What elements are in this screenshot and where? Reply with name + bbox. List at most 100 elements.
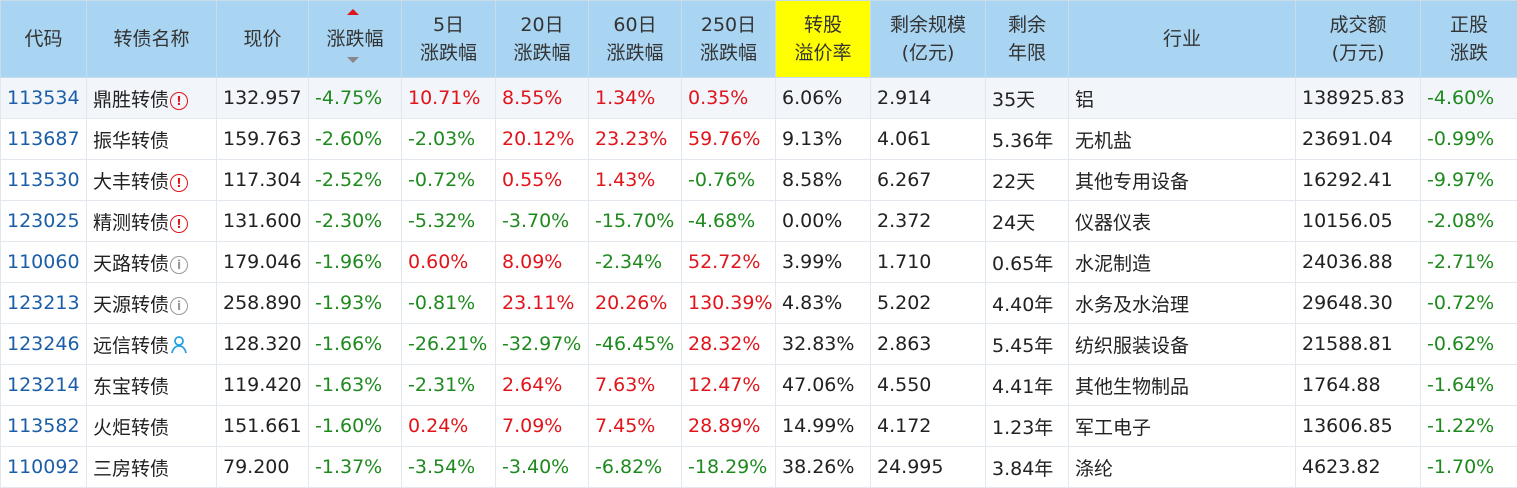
column-header[interactable]: 60日涨跌幅 [589,1,682,78]
column-header[interactable]: 剩余年限 [986,1,1069,78]
bond-code[interactable]: 123025 [7,210,80,232]
cell-text: 鼎胜转债 [93,89,169,111]
bond-code[interactable]: 123246 [7,333,80,355]
cell: -4.68% [682,201,776,242]
cell: -0.72% [402,160,496,201]
cell: 179.046 [217,242,309,283]
cell-text: 47.06% [782,374,854,396]
cell: 2.372 [871,201,986,242]
sort-asc[interactable] [347,9,359,15]
bond-code[interactable]: 123213 [7,292,80,314]
column-header[interactable]: 250日涨跌幅 [682,1,776,78]
cell: 10.71% [402,78,496,119]
cell-text: 4.40年 [992,294,1053,316]
cell-text: 7.45% [595,415,655,437]
header-text: 剩余 [1008,14,1046,36]
cell: 其他生物制品 [1069,365,1296,406]
cell-text: 10156.05 [1302,210,1393,232]
alert-icon: i [170,256,188,274]
cell-text: 4.83% [782,292,842,314]
cell: 12.47% [682,365,776,406]
cell: -3.40% [496,447,589,488]
cell: 14.99% [776,406,871,447]
header-text: 转股 [804,14,842,36]
cell-text: -1.93% [315,292,382,314]
cell-text: 8.09% [502,251,562,273]
column-header[interactable]: 20日涨跌幅 [496,1,589,78]
cell-text: -4.75% [315,87,382,109]
bond-code[interactable]: 113687 [7,128,80,150]
column-header[interactable]: 5日涨跌幅 [402,1,496,78]
bond-code[interactable]: 123214 [7,374,80,396]
column-header[interactable]: 行业 [1069,1,1296,78]
bond-code[interactable]: 110092 [7,456,80,478]
bond-code[interactable]: 110060 [7,251,80,273]
column-header[interactable]: 正股涨跌 [1421,1,1517,78]
cell-text: 13606.85 [1302,415,1393,437]
cell-text: 火炬转债 [93,417,169,439]
cell: 23.23% [589,119,682,160]
bond-code[interactable]: 113534 [7,87,80,109]
column-header[interactable]: 代码 [1,1,87,78]
person-icon [169,335,189,355]
cell: 59.76% [682,119,776,160]
cell-text: 29648.30 [1302,292,1393,314]
cell: 0.60% [402,242,496,283]
cell-text: -1.64% [1427,374,1494,396]
cell: 0.65年 [986,242,1069,283]
cell-text: -1.37% [315,456,382,478]
cell-text: 138925.83 [1302,87,1405,109]
cell: 三房转债 [87,447,217,488]
alert-icon: i [170,297,188,315]
cell: 4623.82 [1296,447,1421,488]
cell-text: 20.26% [595,292,667,314]
cell-text: -3.54% [408,456,475,478]
column-header[interactable]: 转债名称 [87,1,217,78]
cell-text: 23691.04 [1302,128,1393,150]
bond-code[interactable]: 113530 [7,169,80,191]
cell: -2.03% [402,119,496,160]
cell: -0.62% [1421,324,1517,365]
cell-text: -0.76% [688,169,755,191]
cell-text: -2.71% [1427,251,1494,273]
cell-text: -4.68% [688,210,755,232]
cell: 10156.05 [1296,201,1421,242]
cell: 20.26% [589,283,682,324]
header-text: 行业 [1163,28,1201,50]
header-text: 20日 [520,14,563,36]
column-header[interactable]: 涨跌幅 [309,1,402,78]
cell-text: 117.304 [223,169,302,191]
cell-text: 5.45年 [992,335,1053,357]
column-header[interactable]: 剩余规模(亿元) [871,1,986,78]
cell: -4.75% [309,78,402,119]
cell-text: 涤纶 [1075,458,1113,480]
cell: 123246 [1,324,87,365]
sort-desc[interactable] [347,57,359,63]
column-header[interactable]: 转股溢价率 [776,1,871,78]
header-text: 转债名称 [113,28,189,50]
column-header[interactable]: 现价 [217,1,309,78]
column-header[interactable]: 成交额(万元) [1296,1,1421,78]
cell-text: -2.52% [315,169,382,191]
cell: -1.22% [1421,406,1517,447]
bond-code[interactable]: 113582 [7,415,80,437]
alert-icon: ! [170,92,188,110]
cell-text: 151.661 [223,415,302,437]
cell: 38.26% [776,447,871,488]
cell: 4.172 [871,406,986,447]
cell-text: 0.60% [408,251,468,273]
alert-icon: ! [170,215,188,233]
cell: -1.70% [1421,447,1517,488]
header-text: 涨跌幅 [513,42,570,64]
